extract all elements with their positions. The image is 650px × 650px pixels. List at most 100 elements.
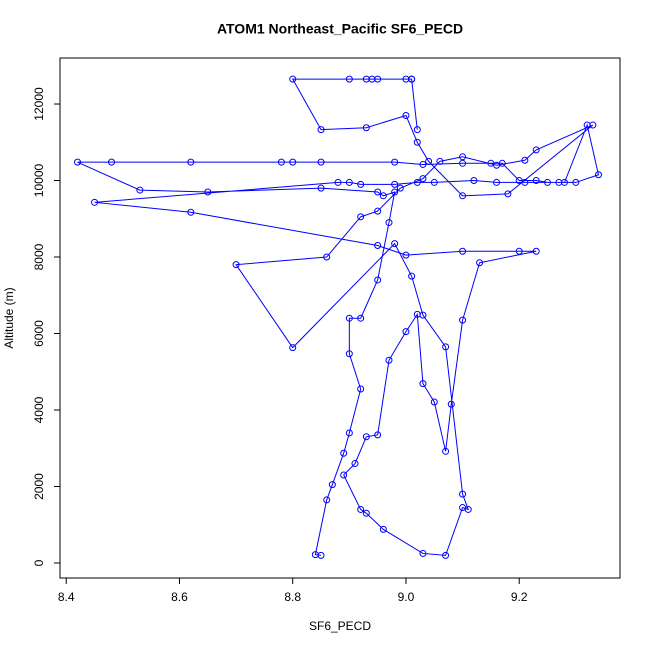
data-point xyxy=(311,551,319,559)
data-point xyxy=(589,121,597,129)
x-tick-label: 9.2 xyxy=(511,590,528,604)
data-point xyxy=(345,314,353,322)
data-point xyxy=(572,178,580,186)
data-point xyxy=(391,240,399,248)
data-point xyxy=(345,178,353,186)
data-point xyxy=(391,180,399,188)
data-point xyxy=(357,385,365,393)
data-point xyxy=(362,433,370,441)
y-tick-label: 8000 xyxy=(32,243,46,270)
data-point xyxy=(402,328,410,336)
data-point xyxy=(419,160,427,168)
y-tick-label: 12000 xyxy=(32,87,46,121)
data-point xyxy=(289,75,297,83)
data-point xyxy=(357,505,365,513)
data-point xyxy=(391,158,399,166)
data-point xyxy=(561,178,569,186)
data-point xyxy=(430,178,438,186)
data-point xyxy=(345,350,353,358)
data-point xyxy=(521,178,529,186)
chart-title: ATOM1 Northeast_Pacific SF6_PECD xyxy=(217,21,463,37)
data-point xyxy=(232,261,240,269)
data-point xyxy=(362,509,370,517)
data-point xyxy=(436,157,444,165)
data-point xyxy=(204,188,212,196)
data-point xyxy=(91,198,99,206)
data-point xyxy=(362,124,370,132)
data-point xyxy=(493,161,501,169)
data-point xyxy=(408,272,416,280)
data-point xyxy=(459,490,467,498)
data-point xyxy=(402,251,410,259)
x-axis-label: SF6_PECD xyxy=(309,619,371,633)
data-point xyxy=(187,158,195,166)
data-point xyxy=(442,551,450,559)
data-point xyxy=(340,449,348,457)
data-point xyxy=(323,253,331,261)
data-point xyxy=(345,75,353,83)
y-tick-label: 0 xyxy=(32,559,46,566)
data-point xyxy=(289,158,297,166)
data-point xyxy=(374,207,382,215)
x-tick-label: 8.4 xyxy=(58,590,75,604)
data-point xyxy=(419,380,427,388)
data-point xyxy=(379,192,387,200)
x-tick-label: 9.0 xyxy=(398,590,415,604)
data-point xyxy=(357,314,365,322)
data-point xyxy=(187,208,195,216)
data-point xyxy=(459,153,467,161)
data-point xyxy=(391,188,399,196)
data-point xyxy=(521,156,529,164)
data-point xyxy=(442,343,450,351)
data-point xyxy=(374,242,382,250)
data-point xyxy=(419,549,427,557)
data-point xyxy=(413,138,421,146)
data-point xyxy=(328,481,336,489)
y-tick-label: 4000 xyxy=(32,396,46,423)
data-point xyxy=(334,178,342,186)
data-point xyxy=(345,429,353,437)
data-point xyxy=(532,146,540,154)
y-axis-label: Altitude (m) xyxy=(2,287,16,348)
data-point xyxy=(408,75,416,83)
data-point xyxy=(544,178,552,186)
data-point xyxy=(504,190,512,198)
y-tick-label: 2000 xyxy=(32,473,46,500)
data-point xyxy=(413,126,421,134)
y-tick-label: 10000 xyxy=(32,164,46,198)
plot-frame xyxy=(59,57,621,579)
data-point xyxy=(476,259,484,267)
data-point xyxy=(402,111,410,119)
data-point xyxy=(459,159,467,167)
data-point xyxy=(459,192,467,200)
data-point xyxy=(357,180,365,188)
data-point xyxy=(374,431,382,439)
data-point xyxy=(379,525,387,533)
data-point xyxy=(425,157,433,165)
data-point xyxy=(374,188,382,196)
data-point xyxy=(357,213,365,221)
data-point xyxy=(74,158,82,166)
data-point xyxy=(419,175,427,183)
data-point xyxy=(459,247,467,255)
data-point xyxy=(374,276,382,284)
data-point xyxy=(447,400,455,408)
data-point xyxy=(532,247,540,255)
data-point xyxy=(413,178,421,186)
data-point xyxy=(470,177,478,185)
data-point xyxy=(493,178,501,186)
data-point xyxy=(385,219,393,227)
data-point xyxy=(323,496,331,504)
data-point xyxy=(317,126,325,134)
x-tick-label: 8.8 xyxy=(284,590,301,604)
data-point xyxy=(340,471,348,479)
data-point xyxy=(396,184,404,192)
data-point xyxy=(464,505,472,513)
data-point xyxy=(515,247,523,255)
data-point xyxy=(317,184,325,192)
data-point xyxy=(430,398,438,406)
y-tick-label: 6000 xyxy=(32,320,46,347)
data-point xyxy=(108,158,116,166)
data-point xyxy=(442,447,450,455)
